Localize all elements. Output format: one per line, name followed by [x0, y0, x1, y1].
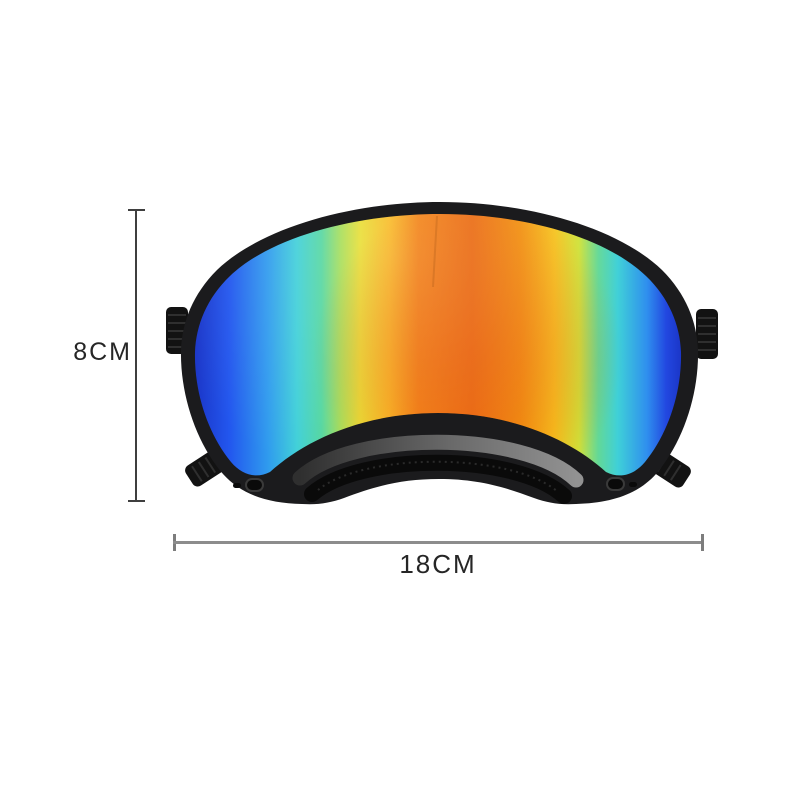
width-dimension-label: 18CM	[399, 549, 477, 579]
height-dimension-label: 8CM	[73, 338, 132, 366]
lens-sheen	[194, 214, 682, 476]
width-dimension-cap-right	[701, 534, 704, 551]
strap-tab-right	[696, 309, 718, 359]
height-dimension-cap-bottom	[128, 500, 145, 502]
lens-seam	[432, 215, 438, 288]
width-dimension-rule	[173, 541, 704, 544]
height-dimension-line	[128, 209, 145, 502]
nose-bridge-foam	[304, 454, 572, 504]
width-dimension-line	[173, 534, 704, 551]
vent-left	[233, 478, 264, 492]
nose-bridge-ridge	[292, 434, 584, 488]
nose-bridge-foam-texture	[317, 460, 559, 493]
vent-right	[606, 477, 637, 491]
height-dimension-rule	[135, 209, 137, 502]
